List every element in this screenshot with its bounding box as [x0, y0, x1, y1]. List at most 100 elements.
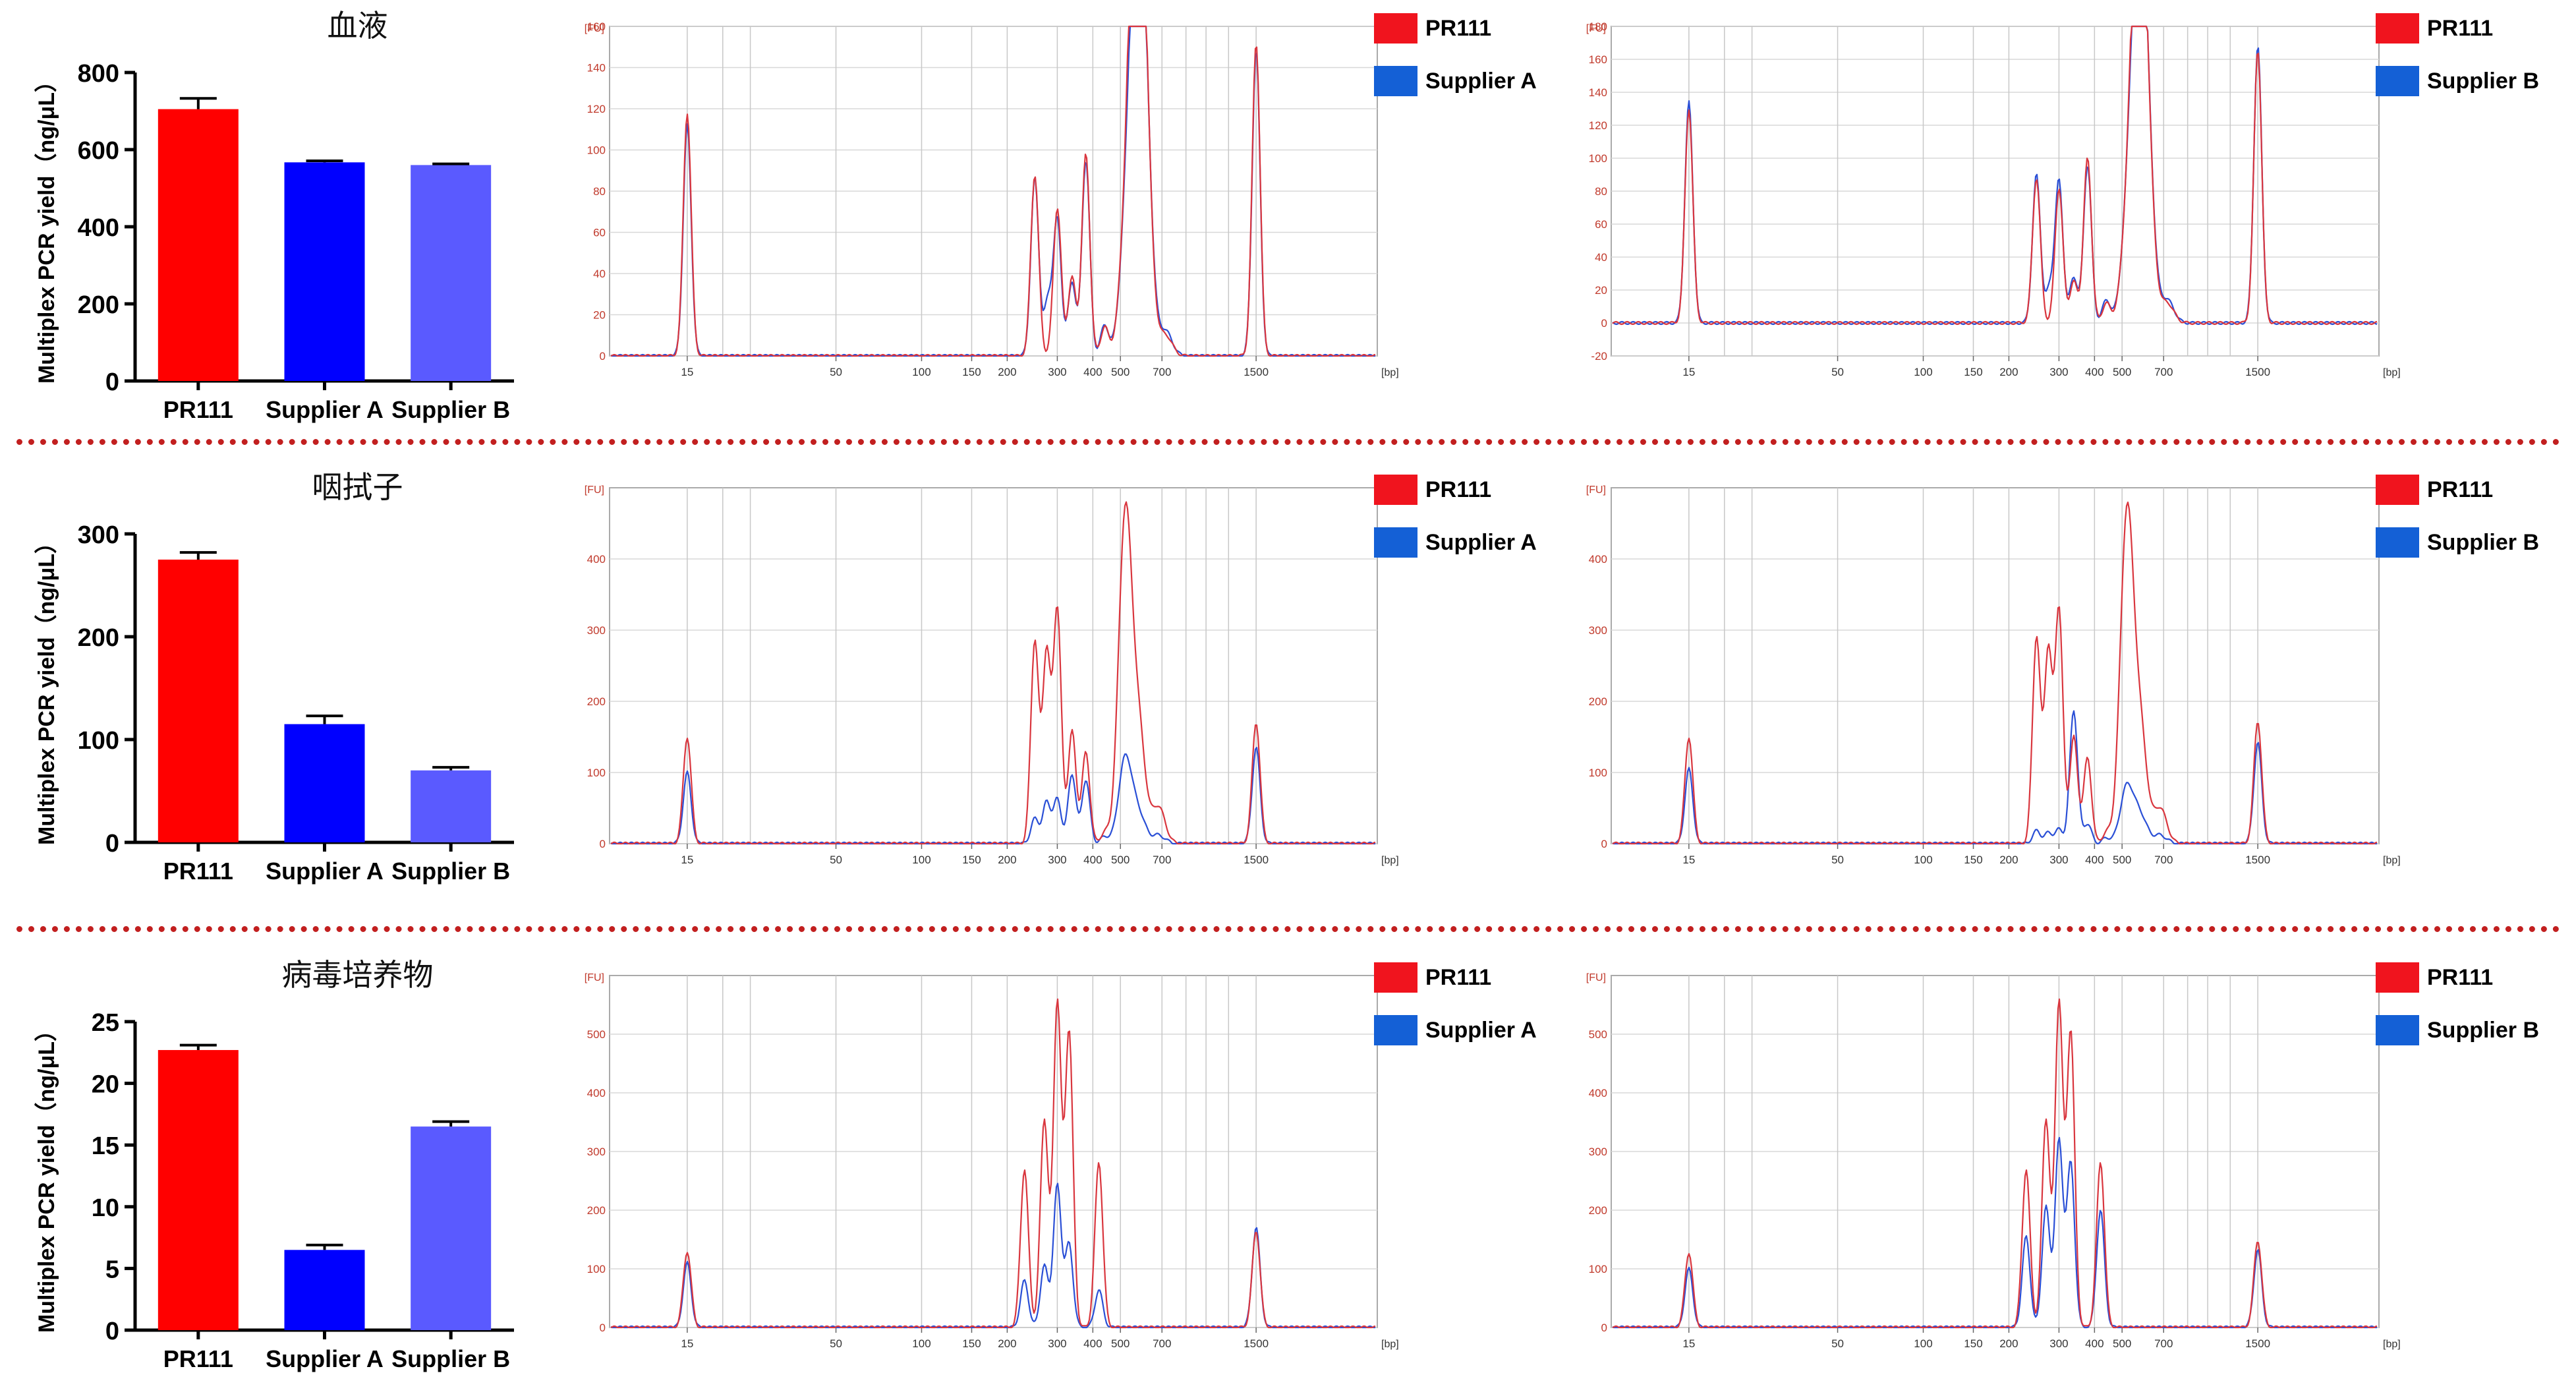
y-tick-label: 100	[587, 144, 606, 157]
legend-label-pr111: PR111	[2427, 16, 2493, 41]
y-tick-label: 0	[1601, 838, 1607, 850]
x-tick-label: 100	[912, 366, 930, 378]
bar-supplier-b	[411, 165, 492, 381]
legend-label-supplier-a: Supplier A	[1425, 530, 1537, 555]
legend-swatch-pr111	[2376, 962, 2419, 993]
y-axis-title: Multiplex PCR yield（ng/μL）	[34, 531, 59, 845]
y-tick-label: 10	[92, 1194, 119, 1222]
y-tick-label: 20	[92, 1071, 119, 1099]
y-tick-label: 800	[78, 60, 119, 88]
y-tick-label: 60	[593, 227, 606, 239]
y-tick-label: 500	[587, 1028, 606, 1041]
x-tick-label-supplier-b: Supplier B	[391, 396, 510, 423]
y-tick-label: 400	[1589, 1087, 1607, 1099]
x-tick-label: 100	[912, 854, 930, 866]
y-tick-label: 120	[1589, 119, 1607, 132]
x-tick-label: 200	[998, 854, 1016, 866]
bar-chart-blood: 血液 0 200 400 600 800 Multiplex PCR yield（ng/μL…	[34, 9, 514, 423]
x-tick-label: 700	[2154, 854, 2173, 866]
x-tick-label: 700	[2154, 366, 2173, 378]
y-tick-label: 0	[1601, 1322, 1607, 1334]
legend-swatch-supplier-a	[1374, 1015, 1417, 1045]
x-tick-label: 700	[1153, 366, 1171, 378]
x-tick-label: 150	[1964, 854, 1982, 866]
y-tick-label: 5	[105, 1256, 119, 1283]
x-tick-label: 1500	[2245, 1337, 2270, 1350]
legend-label-supplier-b: Supplier B	[2427, 1018, 2539, 1043]
row-divider-1	[16, 439, 2560, 445]
x-tick-label: 50	[830, 1337, 842, 1350]
y-tick-label: -20	[1591, 350, 1607, 363]
x-tick-label: 150	[962, 854, 981, 866]
x-tick-label: 100	[1914, 1337, 1932, 1350]
x-tick-label: 150	[962, 1337, 981, 1350]
x-tick-label: 15	[681, 366, 693, 378]
x-axis-unit: [bp]	[2383, 1339, 2401, 1350]
trace-line-pr111	[1612, 25, 2378, 326]
x-tick-label: 500	[1111, 366, 1130, 378]
x-tick-label: 200	[1999, 366, 2018, 378]
x-tick-label: 150	[1964, 1337, 1982, 1350]
legend-swatch-pr111	[1374, 475, 1417, 505]
x-tick-label: 400	[2085, 366, 2104, 378]
x-tick-label: 50	[830, 366, 842, 378]
trace-line-pr111	[610, 998, 1376, 1329]
y-tick-label: 100	[1589, 767, 1607, 779]
x-tick-label: 700	[1153, 1337, 1171, 1350]
y-tick-label: 40	[593, 268, 606, 280]
trace-chart-throat-supplier-a: 0 100 200 300 400 [FU] 15 50 100 150 200 300 400 500 7…	[585, 475, 1537, 866]
legend-swatch-pr111	[2376, 475, 2419, 505]
y-tick-label: 0	[105, 1318, 119, 1345]
legend-swatch-supplier-a	[1374, 527, 1417, 558]
x-tick-label: 1500	[2245, 854, 2270, 866]
legend-label-pr111: PR111	[2427, 965, 2493, 990]
y-tick-label: 300	[587, 624, 606, 637]
y-axis-title: Multiplex PCR yield（ng/μL）	[34, 1019, 59, 1333]
y-tick-label: 100	[1589, 1263, 1607, 1275]
y-tick-label: 300	[587, 1146, 606, 1158]
trace-chart-blood-supplier-b: -20 0 20 40 60 80 100 120 140 160 180[FU] 15 50 100 15…	[1586, 13, 2539, 378]
x-tick-label: 400	[1083, 854, 1102, 866]
y-axis-unit: [FU]	[1586, 484, 1606, 496]
x-tick-label: 300	[2049, 1337, 2068, 1350]
bar-supplier-b	[411, 1126, 492, 1330]
y-tick-label: 160	[1589, 53, 1607, 66]
x-tick-label: 200	[1999, 854, 2018, 866]
bar-chart-virus-culture: 病毒培养物 0 5 10 15 20 25 Multiplex PCR yield（ng/μL…	[34, 958, 514, 1372]
y-tick-label: 200	[587, 1204, 606, 1217]
y-axis-unit: [FU]	[585, 484, 604, 496]
legend-label-supplier-b: Supplier B	[2427, 69, 2539, 94]
bar-supplier-a	[284, 162, 365, 381]
bar-pr111	[157, 1050, 239, 1330]
x-tick-label: 700	[1153, 854, 1171, 866]
x-tick-label: 150	[1964, 366, 1982, 378]
legend-swatch-pr111	[1374, 962, 1417, 993]
x-axis-unit: [bp]	[1381, 1339, 1399, 1350]
y-tick-label: 140	[587, 62, 606, 74]
y-tick-label: 200	[78, 624, 119, 652]
x-tick-label: 1500	[1244, 854, 1269, 866]
legend-swatch-supplier-b	[2376, 66, 2419, 96]
legend-swatch-pr111	[2376, 13, 2419, 44]
y-tick-label: 400	[78, 214, 119, 242]
x-tick-label: 300	[1048, 1337, 1066, 1350]
y-tick-label: 100	[587, 1263, 606, 1275]
y-tick-label: 100	[78, 727, 119, 755]
y-tick-label: 300	[1589, 624, 1607, 637]
y-tick-label: 400	[1589, 553, 1607, 566]
x-tick-label: 15	[681, 854, 693, 866]
y-tick-label: 0	[600, 1322, 606, 1334]
y-tick-label: 120	[587, 103, 606, 115]
y-tick-label: 80	[1595, 185, 1607, 198]
x-tick-label: 1500	[2245, 366, 2270, 378]
x-tick-label: 15	[1682, 366, 1695, 378]
y-tick-label: 0	[600, 350, 606, 363]
plot-frame	[609, 487, 1378, 844]
x-tick-label: 500	[2113, 366, 2131, 378]
x-tick-label: 400	[1083, 366, 1102, 378]
x-tick-label-pr111: PR111	[163, 396, 233, 423]
y-axis-unit: [FU]	[585, 23, 604, 34]
legend-swatch-supplier-b	[2376, 1015, 2419, 1045]
y-axis-unit: [FU]	[585, 972, 604, 983]
x-axis-unit: [bp]	[1381, 855, 1399, 866]
